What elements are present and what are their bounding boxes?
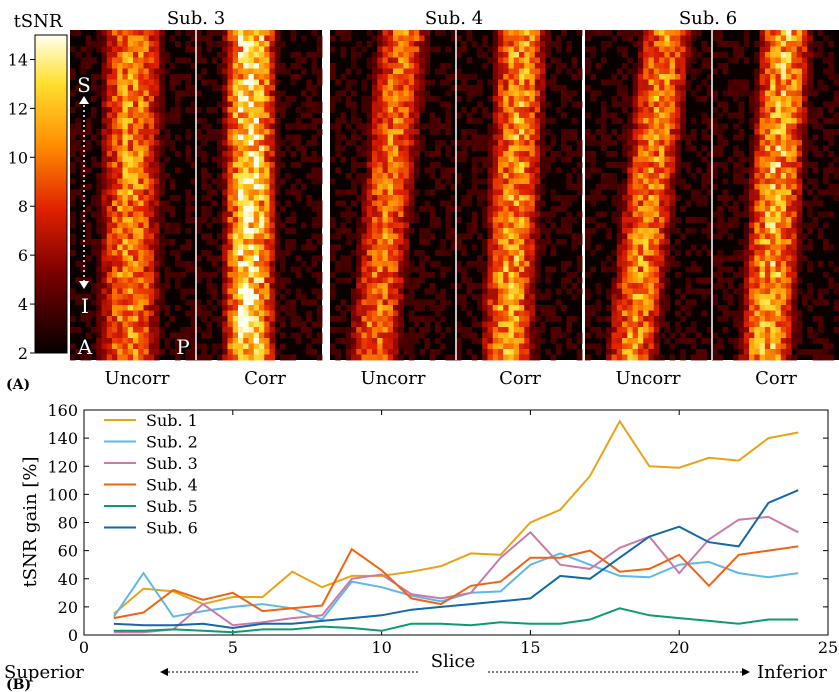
series-line-sub-6 bbox=[113, 489, 799, 630]
legend-entry: Sub. 5 bbox=[146, 497, 198, 516]
x-axis-label: Slice bbox=[431, 651, 476, 672]
uncorr-label-3: Uncorr bbox=[105, 368, 170, 389]
label-inferior-i: I bbox=[81, 294, 89, 318]
corr-label-6: Corr bbox=[755, 368, 797, 389]
chart-axes: 0 20 40 60 80 100 120 140 160 0 5 10 15 20 25 bbox=[47, 401, 838, 657]
subject-title-3: Sub. 3 bbox=[167, 8, 225, 29]
legend-entry: Sub. 6 bbox=[146, 519, 198, 538]
y-tick-label: 0 bbox=[68, 626, 78, 645]
series-line-sub-5 bbox=[113, 607, 799, 634]
subject-title-4: Sub. 4 bbox=[425, 8, 483, 29]
arrow-down-icon bbox=[79, 281, 89, 289]
colorbar-ticks: 2 4 6 8 10 12 14 bbox=[8, 50, 35, 363]
y-tick-label: 60 bbox=[58, 542, 78, 561]
series-line-sub-4 bbox=[113, 545, 799, 620]
colorbar bbox=[34, 34, 68, 354]
legend-entry: Sub. 3 bbox=[146, 454, 198, 473]
y-tick-label: 20 bbox=[58, 598, 78, 617]
y-tick-label: 40 bbox=[58, 570, 78, 589]
colorbar-tick-label: 2 bbox=[18, 344, 28, 363]
uncorr-label-6: Uncorr bbox=[616, 368, 681, 389]
y-tick-label: 80 bbox=[58, 514, 78, 533]
direction-superior-label: Superior bbox=[4, 662, 84, 683]
colorbar-tick-label: 14 bbox=[8, 50, 28, 69]
colorbar-tick-label: 12 bbox=[8, 99, 28, 118]
legend-entry: Sub. 4 bbox=[146, 476, 198, 495]
series-line-sub-2 bbox=[112, 552, 799, 621]
label-posterior-p: P bbox=[176, 335, 189, 359]
colorbar-tick-label: 8 bbox=[18, 197, 28, 216]
label-anterior-a: A bbox=[77, 335, 93, 359]
arrow-up-icon bbox=[79, 96, 89, 104]
arrow-left-icon bbox=[160, 668, 168, 676]
panel-b-label: (B) bbox=[6, 677, 31, 692]
direction-inferior-label: Inferior bbox=[757, 662, 827, 683]
colorbar-tick-label: 10 bbox=[8, 148, 28, 167]
y-axis-label: tSNR gain [%] bbox=[20, 456, 41, 587]
colorbar-tick-label: 6 bbox=[18, 246, 28, 265]
panel-a-tsnr-maps: tSNR 2 4 6 8 10 12 14 Sub. 3 Sub. 4 Sub. 6 Unc… bbox=[6, 8, 839, 392]
subject-title-6: Sub. 6 bbox=[679, 8, 737, 29]
x-tick-label: 25 bbox=[818, 638, 838, 657]
y-tick-label: 140 bbox=[47, 429, 78, 448]
x-tick-label: 0 bbox=[79, 638, 89, 657]
series-line-sub-1 bbox=[113, 419, 799, 615]
colorbar-tick-label: 4 bbox=[18, 295, 28, 314]
chart-series-lines bbox=[112, 419, 799, 634]
x-tick-label: 15 bbox=[520, 638, 540, 657]
colorbar-title: tSNR bbox=[14, 11, 63, 32]
label-superior-s: S bbox=[77, 73, 91, 97]
legend-entry: Sub. 1 bbox=[146, 411, 198, 430]
legend-entry: Sub. 2 bbox=[146, 433, 198, 452]
tsnr-map-images bbox=[70, 30, 839, 361]
uncorr-label-4: Uncorr bbox=[361, 368, 426, 389]
y-tick-label: 160 bbox=[47, 401, 78, 420]
panel-a-label: (A) bbox=[6, 377, 30, 392]
y-tick-label: 120 bbox=[47, 457, 78, 476]
x-tick-label: 10 bbox=[371, 638, 391, 657]
x-tick-label: 5 bbox=[228, 638, 238, 657]
x-tick-label: 20 bbox=[669, 638, 689, 657]
y-tick-label: 100 bbox=[47, 485, 78, 504]
chart-legend: Sub. 1 Sub. 2 Sub. 3 Sub. 4 Sub. 5 Sub. 6 bbox=[104, 411, 198, 538]
corr-label-4: Corr bbox=[499, 368, 541, 389]
corr-label-3: Corr bbox=[244, 368, 286, 389]
